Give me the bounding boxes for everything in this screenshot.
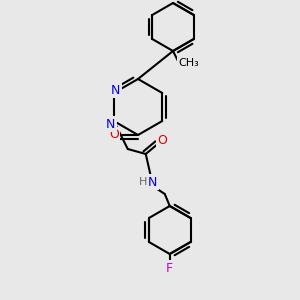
- Text: N: N: [111, 83, 120, 97]
- Text: O: O: [109, 128, 119, 142]
- Text: CH₃: CH₃: [178, 58, 199, 68]
- Text: O: O: [157, 134, 167, 146]
- Text: N: N: [148, 176, 158, 188]
- Text: H: H: [139, 177, 147, 187]
- Text: F: F: [166, 262, 173, 275]
- Text: N: N: [106, 118, 116, 130]
